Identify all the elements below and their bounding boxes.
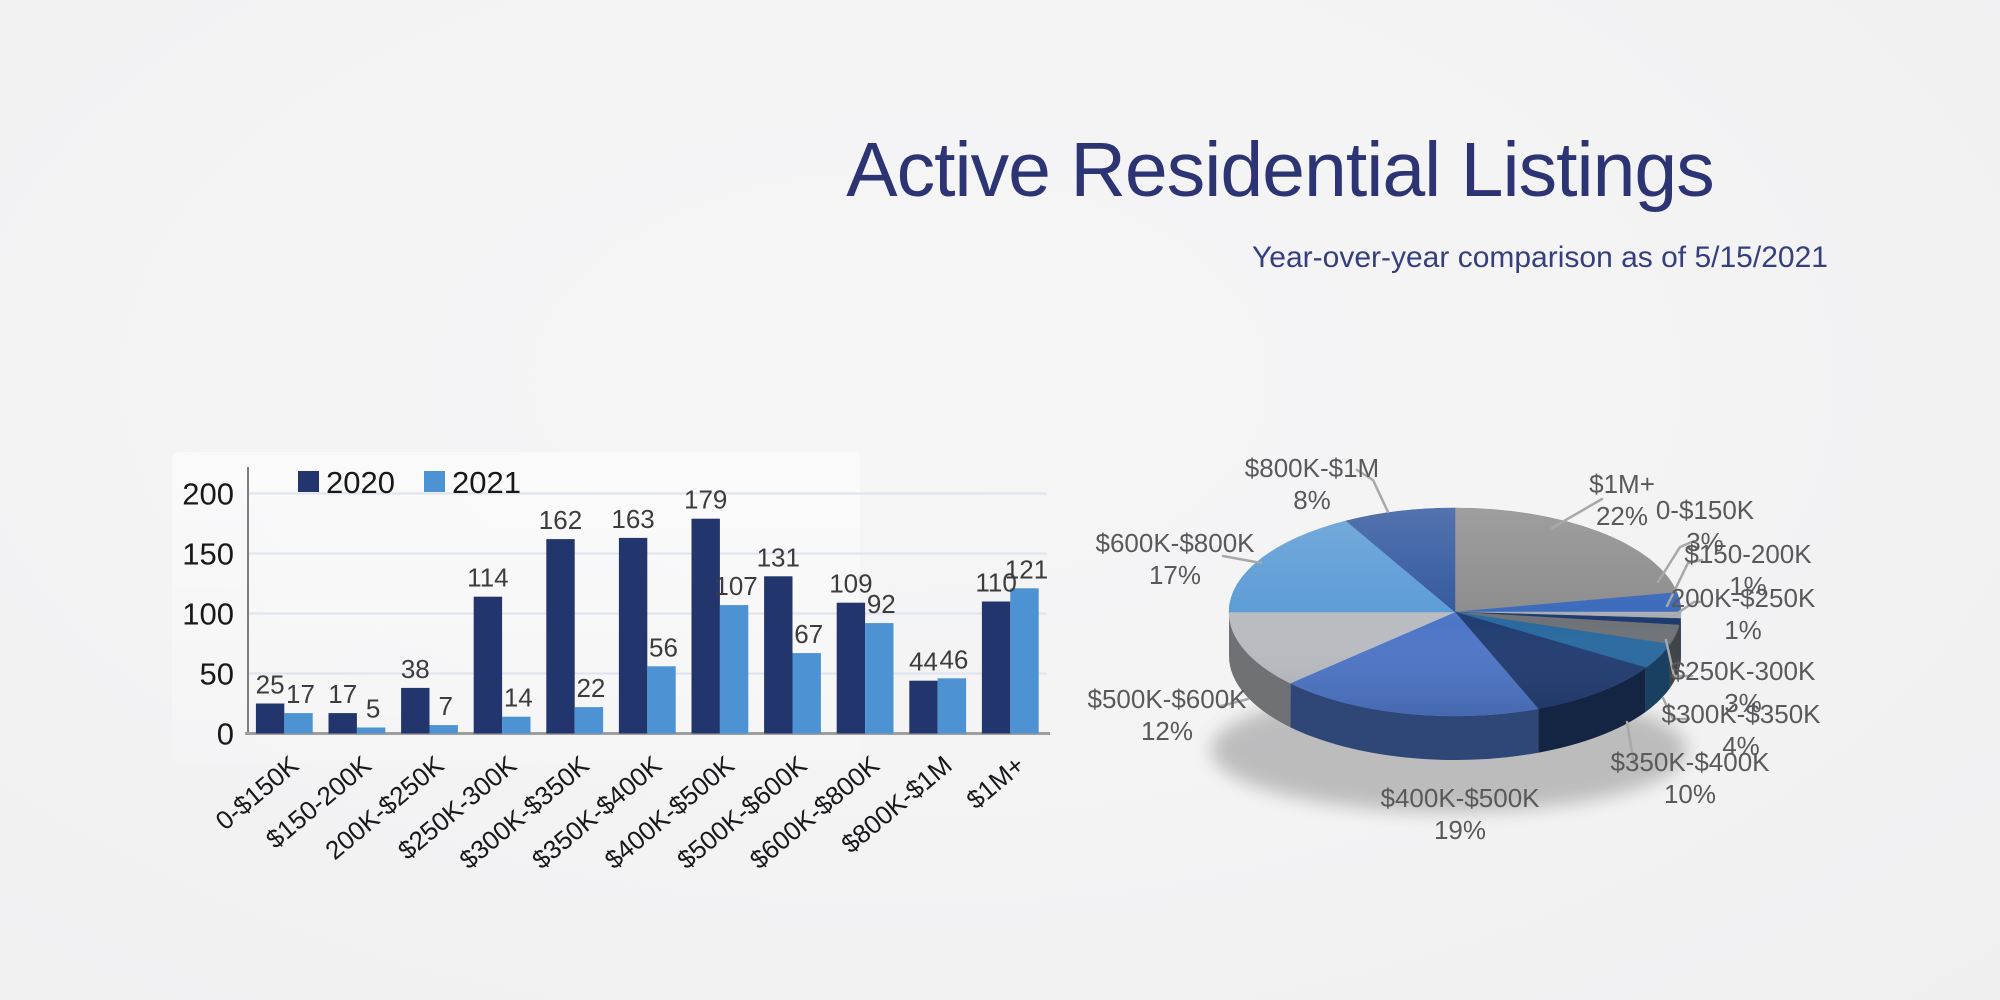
- pie-top-shading: [1229, 508, 1681, 716]
- pie-label-pct-3: 1%: [1724, 615, 1762, 645]
- pie-label-pct-7: 19%: [1434, 815, 1486, 845]
- bar-2020-0: [255, 703, 285, 734]
- legend-swatch-2020: [298, 471, 319, 492]
- pie-leader-0: [1550, 497, 1604, 530]
- bar-2020-9: [909, 680, 938, 734]
- bar-2021-10: [1010, 588, 1039, 734]
- pie-label-pct-4: 3%: [1724, 688, 1762, 718]
- bar-value-2021-9: 46: [939, 644, 968, 674]
- pie-label-name-3: 200K-$250K: [1671, 583, 1816, 613]
- page-title: Active Residential Listings: [846, 127, 1715, 213]
- pie-label-pct-8: 12%: [1141, 716, 1193, 746]
- bar-value-2020-1: 17: [328, 679, 357, 709]
- bar-2021-1: [356, 727, 386, 734]
- bar-value-2021-5: 56: [649, 632, 678, 662]
- bar-value-2021-10: 121: [1005, 554, 1048, 584]
- bar-value-2020-2: 38: [401, 654, 430, 684]
- bar-2021-9: [937, 678, 967, 734]
- bar-2021-5: [647, 666, 676, 734]
- pie-label-pct-2: 1%: [1729, 571, 1767, 601]
- bar-2020-3: [473, 596, 503, 734]
- bar-value-2021-4: 22: [576, 673, 605, 703]
- bar-value-2021-0: 17: [286, 679, 315, 709]
- pie-leader-5: [1661, 696, 1691, 721]
- bar-value-2020-0: 25: [256, 670, 285, 700]
- pie-label-name-4: $250K-300K: [1671, 656, 1816, 686]
- pie-leader-10: [1355, 468, 1390, 514]
- pie-label-name-5: $300K-$350K: [1661, 699, 1821, 729]
- bar-value-2021-8: 92: [867, 589, 896, 619]
- y-tick-label-100: 100: [182, 597, 234, 632]
- page-subtitle: Year-over-year comparison as of 5/15/202…: [1252, 241, 1828, 274]
- bar-value-2021-6: 107: [714, 571, 757, 601]
- pie-leader-3: [1670, 600, 1702, 619]
- bar-2020-4: [546, 539, 575, 734]
- pie-leader-6: [1625, 720, 1636, 766]
- bar-2021-2: [429, 725, 458, 734]
- pie-side-7: [1290, 683, 1539, 761]
- bar-2021-4: [574, 707, 604, 734]
- pie-leader-4: [1664, 638, 1694, 678]
- pie-side-3: [1679, 618, 1681, 670]
- pie-leader-2: [1665, 558, 1704, 608]
- bar-2021-3: [502, 716, 531, 734]
- bar-2020-6: [691, 518, 720, 734]
- bar-value-2021-2: 7: [438, 691, 452, 721]
- pie-leader-9: [1221, 554, 1263, 565]
- legend-label-2020: 2020: [326, 465, 395, 500]
- bar-value-2020-4: 162: [539, 505, 582, 535]
- pie-label-name-0: $1M+: [1589, 469, 1655, 499]
- pie-label-pct-10: 8%: [1293, 485, 1331, 515]
- pie-side-8: [1229, 612, 1291, 728]
- bar-value-2020-3: 114: [467, 563, 508, 593]
- x-tick-label-10: $1M+: [960, 750, 1030, 815]
- bar-2020-8: [836, 602, 866, 734]
- pie-label-name-8: $500K-$600K: [1087, 684, 1247, 714]
- y-tick-label-200: 200: [182, 477, 234, 512]
- pie-label-name-2: $150-200K: [1684, 539, 1812, 569]
- bar-value-2020-10: 110: [975, 568, 1016, 598]
- pie-label-pct-5: 4%: [1722, 731, 1760, 761]
- bar-2020-2: [401, 687, 430, 734]
- legend-label-2021: 2021: [452, 465, 521, 500]
- y-tick-label-0: 0: [217, 717, 234, 752]
- pie-label-name-1: 0-$150K: [1656, 495, 1755, 525]
- pie-side-6: [1538, 667, 1646, 753]
- bar-2020-1: [328, 713, 357, 734]
- bar-2020-5: [618, 537, 648, 734]
- bar-value-2021-7: 67: [794, 619, 823, 649]
- bar-value-2021-1: 5: [366, 694, 380, 724]
- pie-side-5: [1645, 644, 1670, 712]
- bar-2021-0: [284, 713, 313, 734]
- bar-value-2020-7: 131: [757, 542, 800, 572]
- bar-2020-10: [981, 601, 1011, 734]
- bar-value-2020-6: 179: [684, 485, 727, 515]
- pie-leader-1: [1656, 539, 1696, 584]
- y-tick-label-50: 50: [200, 657, 234, 692]
- bar-value-2021-3: 14: [504, 683, 533, 713]
- bar-2021-7: [792, 653, 821, 734]
- y-tick-label-150: 150: [182, 537, 234, 572]
- pie-label-pct-6: 10%: [1664, 779, 1716, 809]
- pie-leader-8: [1219, 697, 1250, 708]
- bar-value-2020-5: 163: [611, 504, 654, 534]
- pie-label-name-10: $800K-$1M: [1245, 453, 1379, 483]
- pie-label-name-9: $600K-$800K: [1095, 528, 1255, 558]
- pie-label-name-7: $400K-$500K: [1380, 783, 1540, 813]
- bar-value-2020-8: 109: [829, 569, 872, 599]
- pie-label-name-6: $350K-$400K: [1610, 747, 1770, 777]
- pie-chart-3d: $1M+22% 0-$150K3%$150-200K1%200K-$250K1%$…: [1087, 453, 1821, 845]
- bar-2021-8: [865, 623, 894, 734]
- bar-value-2020-9: 44: [909, 647, 938, 677]
- bar-2021-6: [719, 605, 749, 734]
- pie-label-pct-0: 22%: [1596, 501, 1648, 531]
- bar-2020-7: [764, 576, 793, 734]
- pie-label-pct-9: 17%: [1149, 560, 1201, 590]
- pie-label-pct-1: 3%: [1686, 527, 1724, 557]
- legend-swatch-2021: [424, 471, 445, 492]
